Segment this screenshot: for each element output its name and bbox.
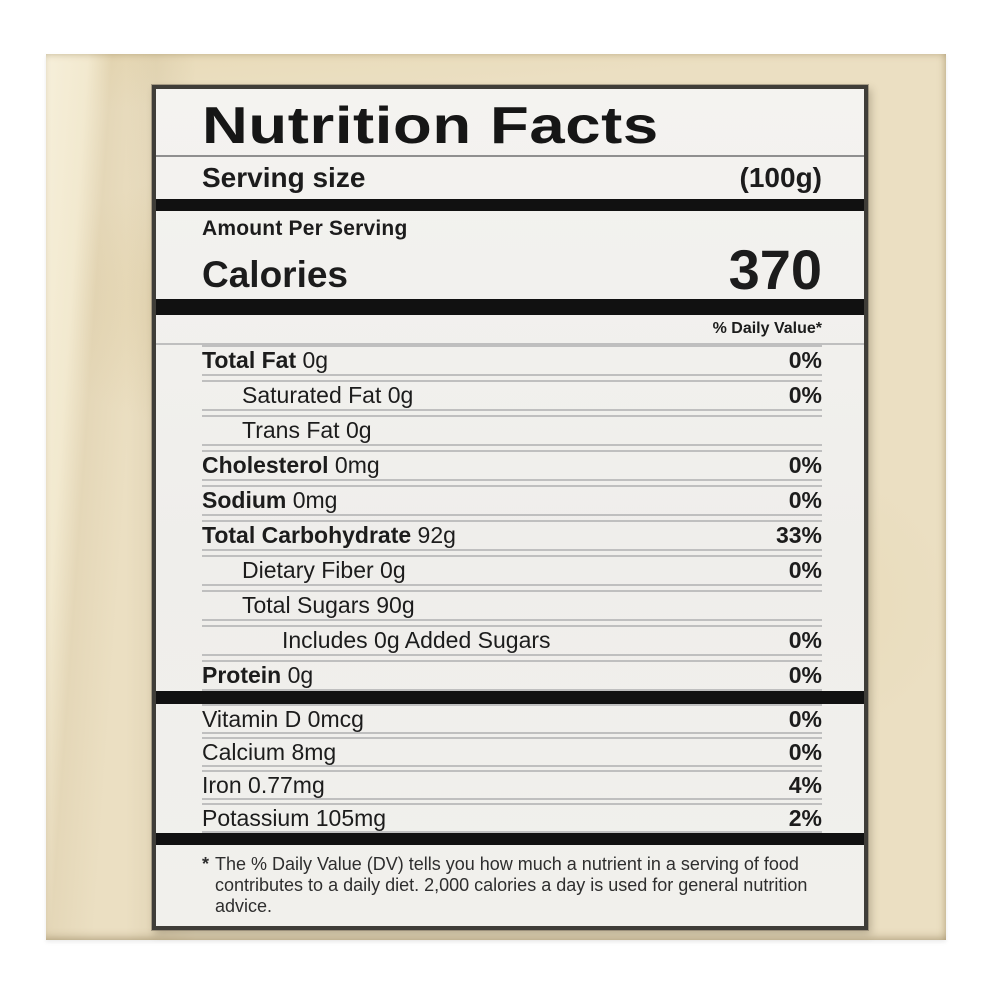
nutrient-name: Trans Fat 0g <box>242 417 372 443</box>
nutrient-row: Saturated Fat 0g 0% <box>202 380 822 411</box>
calories-block: Amount Per Serving Calories 370 <box>156 211 864 299</box>
daily-value-divider <box>156 343 864 345</box>
nutrient-name: Vitamin D 0mcg <box>202 705 364 732</box>
nutrient-daily-value: 0% <box>788 487 822 513</box>
nutrient-name: Protein 0g <box>202 662 314 688</box>
nutrient-daily-value: 2% <box>788 804 822 831</box>
serving-size-value: (100g) <box>739 162 822 193</box>
thick-bar-calories <box>156 299 864 315</box>
nutrient-name: Total Fat 0g <box>202 347 329 373</box>
nutrient-row: Includes 0g Added Sugars 0% <box>202 625 822 656</box>
nutrient-name: Sodium 0mg <box>202 487 338 513</box>
nutrient-rows-main: Total Fat 0g 0% Saturated Fat 0g 0% Tran… <box>156 345 864 691</box>
nutrient-row: Dietary Fiber 0g 0% <box>202 555 822 586</box>
footnote: * The % Daily Value (DV) tells you how m… <box>156 845 864 926</box>
serving-size-row: Serving size (100g) <box>156 157 864 199</box>
nutrition-facts-label: Nutrition Facts Serving size (100g) Amou… <box>152 85 868 930</box>
thick-bar-serving <box>156 199 864 211</box>
nutrient-row: Iron 0.77mg 4% <box>202 770 822 800</box>
thick-bar-vitamins <box>156 833 864 845</box>
nutrient-name: Potassium 105mg <box>202 804 387 831</box>
nutrient-daily-value: 33% <box>775 522 822 548</box>
nutrient-name: Total Carbohydrate 92g <box>202 522 456 548</box>
nutrient-daily-value: 0% <box>788 738 822 765</box>
label-title: Nutrition Facts <box>202 97 659 155</box>
footnote-asterisk: * <box>202 854 210 874</box>
nutrient-rows-vitamins: Vitamin D 0mcg 0% Calcium 8mg 0% Iron 0.… <box>156 704 864 833</box>
amount-per-serving-label: Amount Per Serving <box>202 217 408 240</box>
calories-value: 370 <box>728 238 822 301</box>
nutrient-row: Cholesterol 0mg 0% <box>202 450 822 481</box>
title-divider <box>156 155 864 157</box>
nutrient-daily-value: 0% <box>788 705 822 732</box>
daily-value-header: % Daily Value* <box>712 320 822 337</box>
nutrient-daily-value: 4% <box>788 771 822 798</box>
nutrient-daily-value: 0% <box>788 627 822 653</box>
nutrient-daily-value: 0% <box>788 452 822 478</box>
nutrient-name: Dietary Fiber 0g <box>242 557 406 583</box>
nutrient-daily-value: 0% <box>788 382 822 408</box>
nutrient-row: Protein 0g 0% <box>202 660 822 691</box>
nutrient-row: Trans Fat 0g <box>202 415 822 446</box>
serving-size-label: Serving size <box>202 162 366 193</box>
nutrient-daily-value: 0% <box>788 557 822 583</box>
thick-bar-protein <box>156 691 864 704</box>
calories-label: Calories <box>202 254 349 296</box>
nutrient-row: Vitamin D 0mcg 0% <box>202 704 822 734</box>
nutrient-daily-value: 0% <box>788 347 822 373</box>
daily-value-header-row: % Daily Value* <box>156 315 864 343</box>
nutrient-row: Sodium 0mg 0% <box>202 485 822 516</box>
nutrient-name: Calcium 8mg <box>202 738 337 765</box>
nutrient-name: Includes 0g Added Sugars <box>282 627 551 653</box>
nutrient-name: Cholesterol 0mg <box>202 452 380 478</box>
nutrient-row: Total Sugars 90g <box>202 590 822 621</box>
label-title-block: Nutrition Facts <box>156 89 864 155</box>
nutrient-row: Calcium 8mg 0% <box>202 737 822 767</box>
footnote-text: The % Daily Value (DV) tells you how muc… <box>215 854 808 916</box>
nutrient-row: Potassium 105mg 2% <box>202 803 822 833</box>
nutrient-name: Total Sugars 90g <box>242 592 415 618</box>
nutrient-row: Total Fat 0g 0% <box>202 345 822 376</box>
nutrient-name: Iron 0.77mg <box>202 771 325 798</box>
nutrient-row: Total Carbohydrate 92g 33% <box>202 520 822 551</box>
nutrient-name: Saturated Fat 0g <box>242 382 414 408</box>
nutrient-daily-value: 0% <box>788 662 822 688</box>
